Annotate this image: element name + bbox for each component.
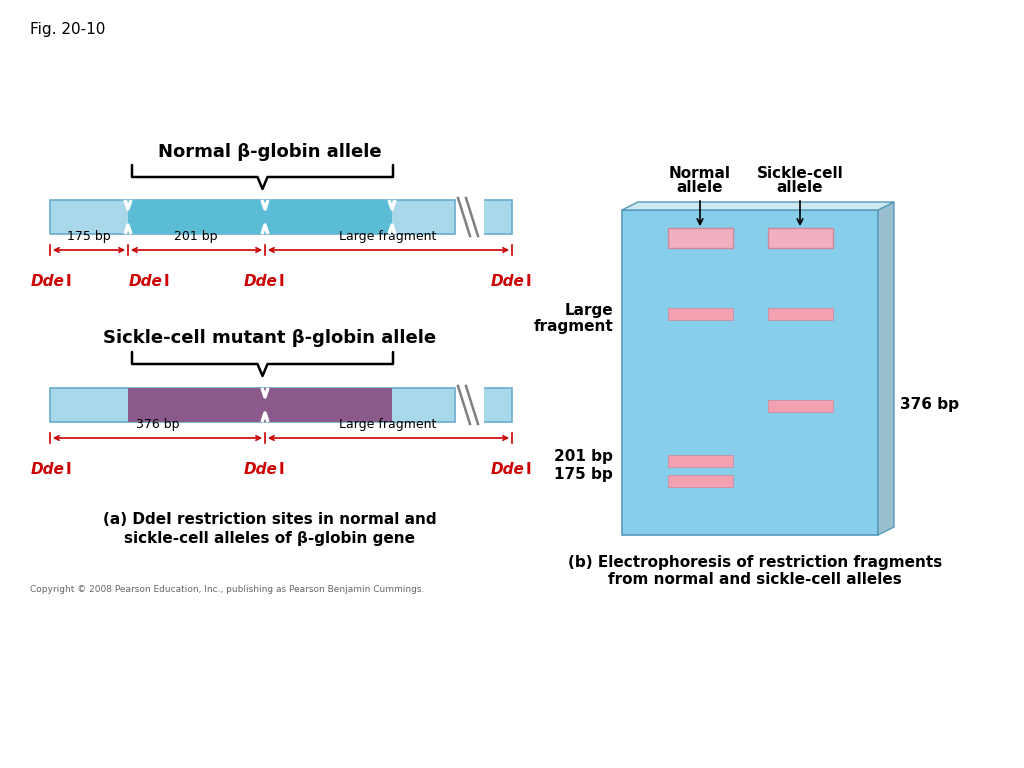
Text: 376 bp: 376 bp xyxy=(900,396,959,412)
Text: from normal and sickle-cell alleles: from normal and sickle-cell alleles xyxy=(608,571,902,587)
Text: 175 bp: 175 bp xyxy=(554,466,613,482)
Bar xyxy=(128,388,392,422)
Text: I: I xyxy=(279,462,284,478)
Text: (b) Electrophoresis of restriction fragments: (b) Electrophoresis of restriction fragm… xyxy=(568,554,942,570)
Polygon shape xyxy=(878,202,894,535)
Text: Fig. 20-10: Fig. 20-10 xyxy=(30,22,105,37)
Text: allele: allele xyxy=(677,180,723,196)
Bar xyxy=(50,200,455,234)
Text: Dde: Dde xyxy=(129,274,163,290)
Bar xyxy=(622,210,878,535)
Text: Large fragment: Large fragment xyxy=(339,230,436,243)
Text: Copyright © 2008 Pearson Education, Inc., publishing as Pearson Benjamin Cumming: Copyright © 2008 Pearson Education, Inc.… xyxy=(30,585,424,594)
Bar xyxy=(668,308,733,320)
Bar xyxy=(768,308,833,320)
Text: 201 bp: 201 bp xyxy=(554,449,613,464)
Text: 201 bp: 201 bp xyxy=(174,230,218,243)
Bar xyxy=(668,455,733,467)
Text: Dde: Dde xyxy=(31,274,65,290)
Text: I: I xyxy=(163,274,169,290)
Bar xyxy=(668,228,733,248)
Text: I: I xyxy=(525,462,530,478)
Bar xyxy=(456,197,484,237)
Text: Sickle-cell: Sickle-cell xyxy=(757,165,844,180)
Text: I: I xyxy=(66,274,71,290)
Bar xyxy=(768,228,833,248)
Bar xyxy=(128,200,392,234)
Text: sickle-cell alleles of β-globin gene: sickle-cell alleles of β-globin gene xyxy=(125,531,416,545)
Text: Dde: Dde xyxy=(492,462,525,478)
Text: Normal: Normal xyxy=(669,165,731,180)
Text: I: I xyxy=(279,274,284,290)
Text: allele: allele xyxy=(777,180,823,196)
Text: Normal β-globin allele: Normal β-globin allele xyxy=(158,143,382,161)
Text: 175 bp: 175 bp xyxy=(68,230,111,243)
Text: (a) DdeI restriction sites in normal and: (a) DdeI restriction sites in normal and xyxy=(103,512,437,528)
Polygon shape xyxy=(622,202,894,210)
Text: Large: Large xyxy=(564,303,613,317)
Bar xyxy=(456,385,484,425)
Text: fragment: fragment xyxy=(534,319,613,333)
Text: Sickle-cell mutant β-globin allele: Sickle-cell mutant β-globin allele xyxy=(103,329,436,347)
Text: I: I xyxy=(525,274,530,290)
Bar xyxy=(480,388,512,422)
Bar xyxy=(668,475,733,487)
Text: Dde: Dde xyxy=(244,462,278,478)
Text: 376 bp: 376 bp xyxy=(136,418,180,431)
Bar xyxy=(50,388,455,422)
Text: Dde: Dde xyxy=(492,274,525,290)
Text: Dde: Dde xyxy=(244,274,278,290)
Text: Large fragment: Large fragment xyxy=(339,418,436,431)
Text: I: I xyxy=(66,462,71,478)
Text: Dde: Dde xyxy=(31,462,65,478)
Bar xyxy=(768,400,833,412)
Bar xyxy=(480,200,512,234)
